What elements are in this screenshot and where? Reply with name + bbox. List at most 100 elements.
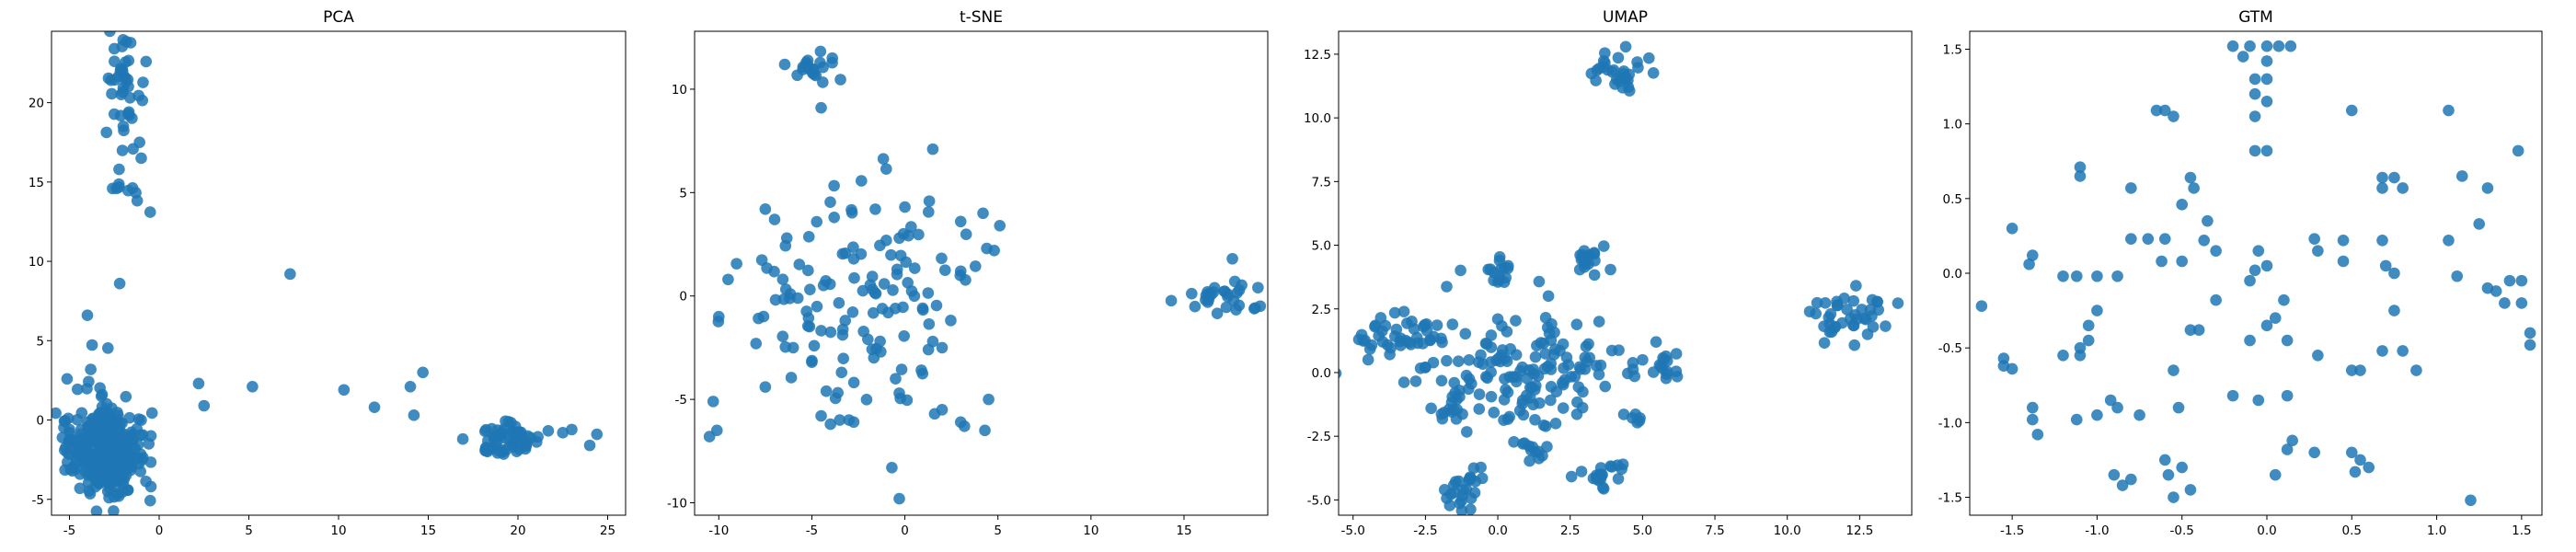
data-point xyxy=(1374,312,1387,324)
data-point xyxy=(1441,354,1453,367)
data-point xyxy=(1589,254,1601,267)
data-point xyxy=(2260,259,2273,272)
data-point xyxy=(2210,293,2222,306)
data-point xyxy=(1859,313,1872,326)
data-point xyxy=(1543,328,1556,339)
data-point xyxy=(2150,104,2163,117)
data-point xyxy=(1425,402,1437,415)
data-point xyxy=(1508,436,1520,448)
x-tick-label: -1.0 xyxy=(2085,523,2109,538)
data-point xyxy=(1438,484,1451,496)
data-point xyxy=(479,425,491,438)
data-point xyxy=(800,305,812,317)
data-point xyxy=(2070,270,2083,282)
data-point xyxy=(1447,404,1460,416)
data-point xyxy=(1819,297,1832,309)
chart-title-pca: PCA xyxy=(323,8,354,27)
data-point xyxy=(848,271,860,284)
data-point xyxy=(1397,376,1410,388)
y-tick-label: 1.0 xyxy=(1943,118,1962,132)
data-point xyxy=(2202,214,2214,227)
data-point xyxy=(811,215,823,228)
data-point xyxy=(74,468,86,480)
data-point xyxy=(1455,504,1468,515)
data-point xyxy=(2345,364,2358,376)
data-point xyxy=(510,432,522,445)
data-point xyxy=(1562,359,1575,371)
data-point xyxy=(2168,491,2179,503)
data-point xyxy=(1465,503,1477,515)
data-point xyxy=(1456,408,1468,420)
data-point xyxy=(1452,355,1465,368)
data-point xyxy=(759,203,772,215)
data-point xyxy=(895,363,908,375)
data-point xyxy=(2172,401,2185,414)
data-point xyxy=(1604,263,1616,276)
data-point xyxy=(99,435,111,448)
data-point xyxy=(824,196,836,208)
x-tick-label: 10 xyxy=(1083,523,1098,538)
data-point xyxy=(2481,282,2494,294)
data-point xyxy=(1517,408,1530,421)
data-point xyxy=(2388,267,2400,280)
data-point xyxy=(2260,144,2273,157)
data-point xyxy=(74,482,86,495)
data-point xyxy=(63,436,75,449)
data-point xyxy=(2388,305,2400,316)
y-tick-label: 15 xyxy=(29,176,44,190)
data-point xyxy=(847,253,860,265)
data-point xyxy=(930,299,943,312)
data-point xyxy=(829,392,842,405)
data-point xyxy=(113,277,126,290)
data-point xyxy=(1435,408,1448,420)
data-point xyxy=(121,36,132,48)
data-point xyxy=(1818,337,1831,349)
data-point xyxy=(106,402,118,414)
data-point xyxy=(408,409,420,421)
data-point xyxy=(2142,233,2155,245)
data-point xyxy=(1588,269,1601,282)
data-point xyxy=(2248,264,2261,277)
data-point xyxy=(140,55,153,68)
chart-gtm: GTM -1.5 -1.0 -0.5 0.0 0.5 1.0 1.5 -1.5 -1.0 -0.5 0… xyxy=(1938,8,2543,538)
data-point xyxy=(2481,182,2494,194)
data-point xyxy=(81,436,94,448)
data-point xyxy=(969,260,982,272)
data-point xyxy=(1524,454,1535,467)
y-tick-label: 0 xyxy=(679,290,687,305)
data-point xyxy=(913,228,925,241)
data-point xyxy=(867,306,880,319)
data-point xyxy=(1616,67,1629,80)
data-point xyxy=(131,422,143,435)
points-umap xyxy=(1339,40,1904,515)
data-point xyxy=(1573,361,1586,374)
data-point xyxy=(2074,349,2087,362)
data-point xyxy=(1628,370,1640,383)
data-point xyxy=(108,42,121,55)
data-point xyxy=(2308,446,2320,459)
data-point xyxy=(1189,300,1202,313)
data-point xyxy=(1617,408,1630,420)
data-point xyxy=(1485,366,1497,378)
data-point xyxy=(875,346,887,358)
data-point xyxy=(1892,297,1904,309)
data-point xyxy=(1550,385,1563,398)
data-point xyxy=(117,121,130,132)
data-point xyxy=(2499,297,2511,309)
x-tick-label: 7.5 xyxy=(1705,523,1724,538)
data-point xyxy=(1221,288,1234,300)
data-point xyxy=(1565,371,1577,383)
data-point xyxy=(108,505,120,515)
data-point xyxy=(52,407,62,420)
data-point xyxy=(1565,470,1578,483)
data-point xyxy=(2272,40,2285,52)
data-point xyxy=(886,462,898,474)
data-point xyxy=(808,339,821,352)
data-point xyxy=(125,448,137,460)
data-point xyxy=(1339,368,1342,379)
data-point xyxy=(1844,313,1857,325)
data-point xyxy=(864,279,877,292)
data-point xyxy=(1202,286,1213,298)
data-point xyxy=(785,372,798,384)
data-point xyxy=(908,262,921,274)
